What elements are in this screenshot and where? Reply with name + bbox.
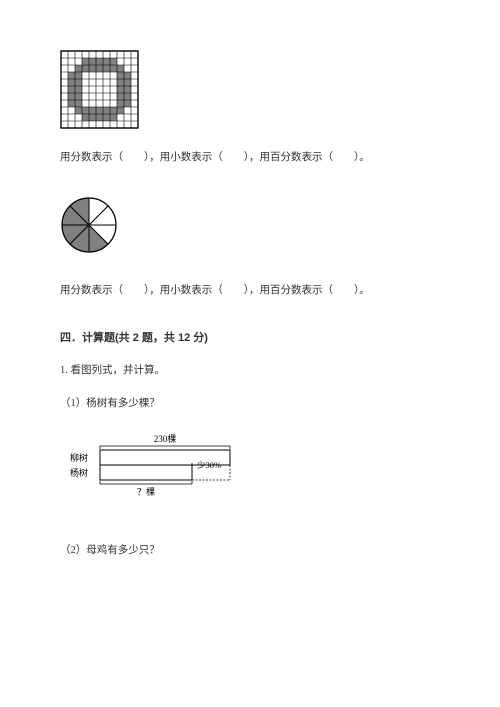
svg-text:杨树: 杨树 xyxy=(70,467,88,478)
q1-sub2: （2）母鸡有多少只？ xyxy=(60,542,440,561)
bar-diagram: 230棵柳树杨树 少30% ？棵 xyxy=(66,434,440,522)
q1-sub1: （1）杨树有多少棵？ xyxy=(60,395,440,414)
svg-text:？棵: ？棵 xyxy=(137,486,155,497)
page-container: 用分数表示（ ），用小数表示（ ），用百分数表示（ ）。 用分数表示（ ），用小… xyxy=(0,0,500,611)
grid-figure xyxy=(60,50,440,129)
section-4-title: 四．计算题(共 2 题，共 12 分) xyxy=(60,329,440,349)
bar-svg: 230棵柳树杨树 少30% ？棵 xyxy=(66,434,256,514)
pie-figure xyxy=(60,196,440,262)
pie-caption: 用分数表示（ ），用小数表示（ ），用百分数表示（ ）。 xyxy=(60,282,440,301)
svg-text:柳树: 柳树 xyxy=(70,452,88,463)
svg-text:少30%: 少30% xyxy=(197,460,221,470)
svg-text:230棵: 230棵 xyxy=(154,434,177,444)
pie-svg xyxy=(60,196,118,254)
grid-caption: 用分数表示（ ），用小数表示（ ），用百分数表示（ ）。 xyxy=(60,149,440,168)
grid-svg xyxy=(60,50,139,129)
q1-text: 1. 看图列式，并计算。 xyxy=(60,362,440,381)
